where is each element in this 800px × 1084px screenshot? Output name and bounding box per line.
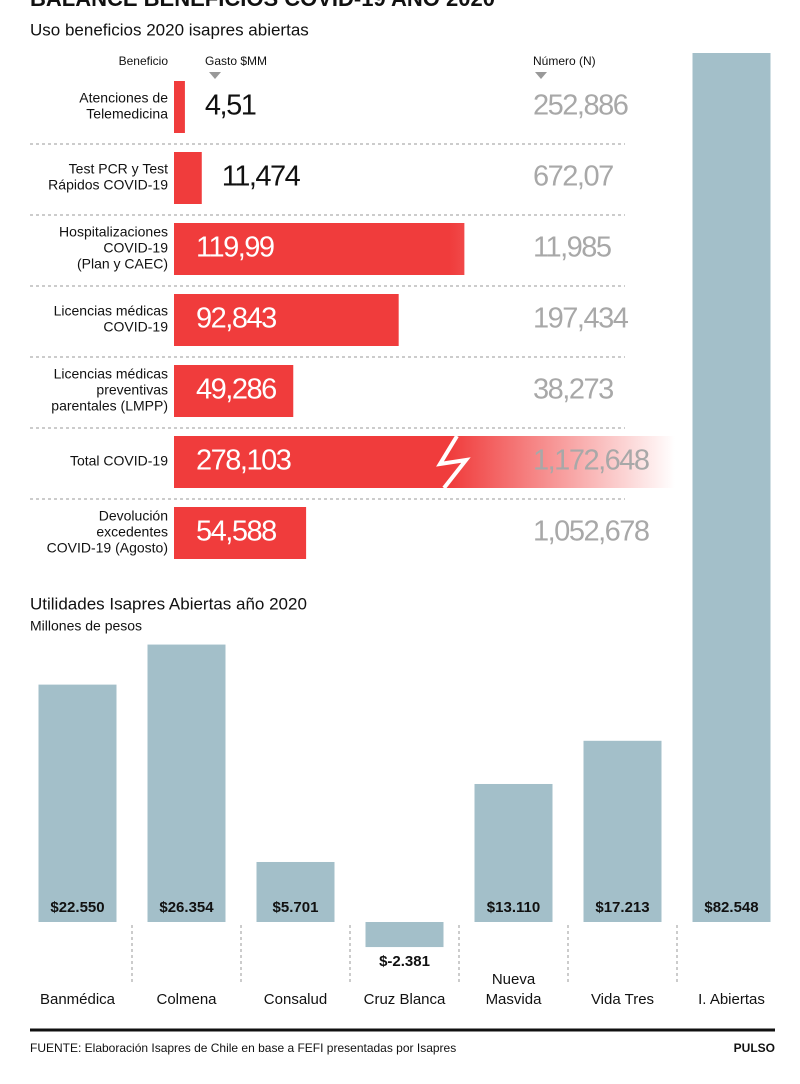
- column-label: Gasto $MM: [205, 54, 267, 68]
- bar: [365, 922, 444, 948]
- page-title: BALANCE BENEFICIOS COVID-19 AÑO 2020: [30, 0, 495, 11]
- bar: [692, 53, 771, 922]
- row-label: Licencias médicas: [54, 303, 168, 319]
- value-label: 4,51: [205, 90, 256, 122]
- bar: [474, 783, 553, 922]
- value-label: 54,588: [196, 516, 276, 548]
- value-label: $5.701: [273, 899, 319, 916]
- row-label: parentales (LMPP): [51, 398, 168, 414]
- row-label: COVID-19: [103, 319, 168, 335]
- row-label: Atenciones de: [79, 90, 168, 106]
- brand: PULSO: [734, 1041, 775, 1055]
- chart-title: Uso beneficios 2020 isapres abiertas: [30, 20, 309, 39]
- number-label: 672,07: [533, 161, 613, 193]
- bar: [174, 507, 307, 559]
- arrow-icon: [209, 72, 221, 79]
- row-label: Licencias médicas: [54, 366, 168, 382]
- arrow-icon: [535, 72, 547, 79]
- x-tick-label: Vida Tres: [591, 991, 654, 1008]
- number-label: 1,052,678: [533, 516, 649, 548]
- bar: [174, 294, 399, 346]
- column-label: Número (N): [533, 54, 596, 68]
- value-label: 11,474: [222, 161, 301, 193]
- source: FUENTE: Elaboración Isapres de Chile en …: [30, 1041, 456, 1055]
- row-label: excedentes: [96, 524, 168, 540]
- row-label: Telemedicina: [86, 106, 168, 122]
- chart-subtitle: Millones de pesos: [30, 618, 142, 634]
- row-label: Rápidos COVID-19: [48, 177, 168, 193]
- x-tick-label: Consalud: [264, 991, 327, 1008]
- bar: [174, 223, 465, 275]
- chart-title: Utilidades Isapres Abiertas año 2020: [30, 594, 307, 613]
- number-label: 38,273: [533, 374, 613, 406]
- value-label: 278,103: [196, 445, 291, 477]
- x-tick-label: Cruz Blanca: [364, 991, 446, 1008]
- value-label: 49,286: [196, 374, 276, 406]
- number-label: 197,434: [533, 303, 629, 335]
- value-label: $82.548: [704, 899, 758, 916]
- value-label: $-2.381: [379, 953, 430, 970]
- row-label: Total COVID-19: [70, 453, 168, 469]
- x-tick-label: Masvida: [486, 991, 543, 1008]
- x-tick-label: Nueva: [492, 971, 536, 988]
- row-label: Test PCR y Test: [69, 161, 168, 177]
- row-label: preventivas: [96, 382, 168, 398]
- column-label: Beneficio: [119, 54, 169, 68]
- bar: [174, 436, 675, 488]
- break-mark: [436, 434, 471, 490]
- number-label: 1,172,648: [533, 445, 649, 477]
- value-label: 119,99: [196, 232, 274, 264]
- x-tick-label: Banmédica: [40, 991, 116, 1008]
- value-label: $17.213: [595, 899, 649, 916]
- value-label: $26.354: [159, 899, 214, 916]
- row-label: Hospitalizaciones: [59, 224, 168, 240]
- bar: [583, 740, 662, 922]
- bar: [256, 861, 335, 922]
- number-label: 11,985: [533, 232, 611, 264]
- row-label: COVID-19: [103, 240, 168, 256]
- value-label: 92,843: [196, 303, 276, 335]
- row-label: COVID-19 (Agosto): [47, 540, 168, 556]
- bar: [174, 81, 185, 133]
- bar: [174, 365, 294, 417]
- row-label: Devolución: [99, 508, 168, 524]
- value-label: $13.110: [487, 899, 540, 916]
- x-tick-label: Colmena: [156, 991, 217, 1008]
- bar: [174, 152, 202, 204]
- number-label: 252,886: [533, 90, 628, 122]
- value-label: $22.550: [50, 899, 104, 916]
- bar: [147, 644, 226, 922]
- row-label: (Plan y CAEC): [77, 256, 168, 272]
- x-tick-label: I. Abiertas: [698, 991, 765, 1008]
- bar-group: [174, 81, 675, 559]
- bar: [38, 684, 117, 922]
